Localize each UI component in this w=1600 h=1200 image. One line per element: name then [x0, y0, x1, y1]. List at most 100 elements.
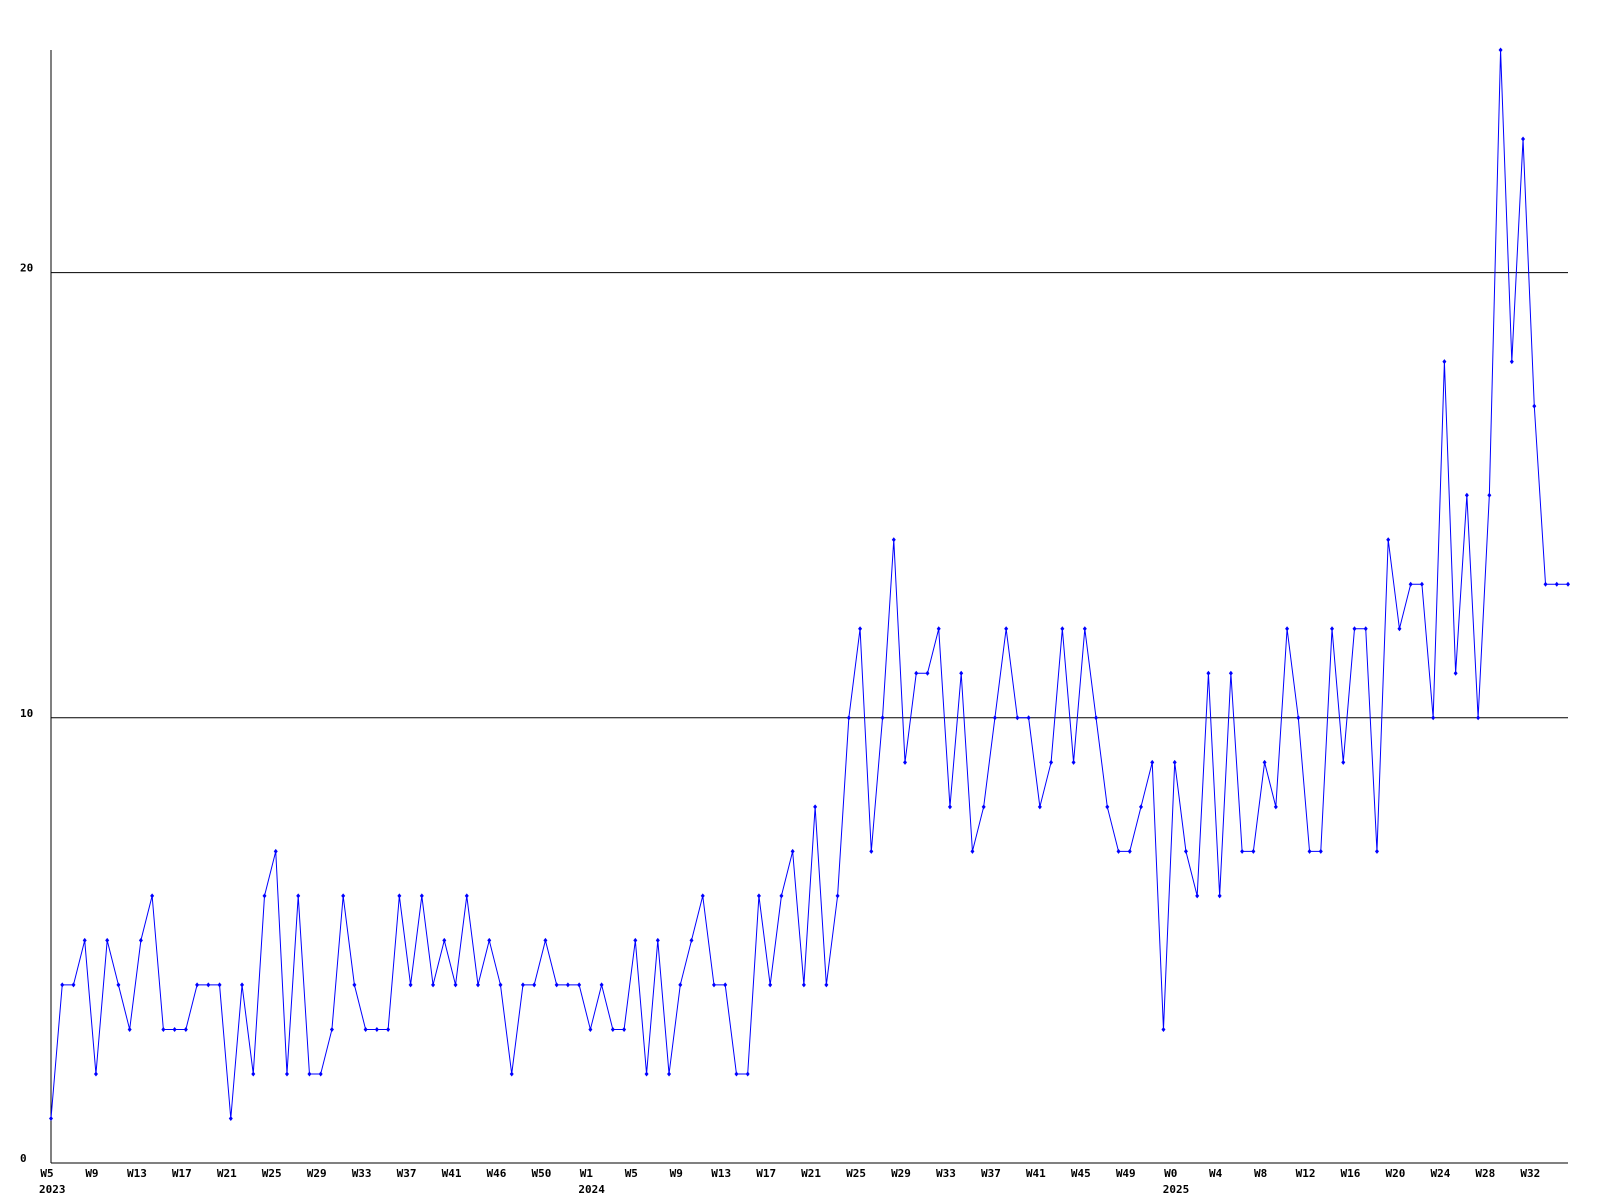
data-point — [93, 1071, 98, 1077]
data-point — [1094, 715, 1099, 721]
data-point — [386, 1026, 391, 1032]
data-point — [228, 1115, 233, 1121]
data-point — [801, 982, 806, 988]
x-tick-label: W17 — [172, 1167, 192, 1180]
data-point — [700, 893, 705, 899]
data-point — [1206, 670, 1211, 676]
data-point — [869, 848, 874, 854]
data-point — [1419, 581, 1424, 587]
data-point — [1554, 581, 1559, 587]
data-point — [161, 1026, 166, 1032]
data-point — [633, 937, 638, 943]
x-tick-label: W4 — [1209, 1167, 1223, 1180]
data-point — [790, 848, 795, 854]
data-point — [1363, 626, 1368, 632]
x-tick-label: W5 — [625, 1167, 638, 1180]
data-point — [240, 982, 245, 988]
data-point — [1476, 715, 1481, 721]
data-point — [1521, 136, 1526, 142]
x-tick-label: W9 — [85, 1167, 98, 1180]
data-point — [981, 804, 986, 810]
x-tick-label: W8 — [1254, 1167, 1267, 1180]
data-point — [318, 1071, 323, 1077]
data-point — [543, 937, 548, 943]
data-point — [1285, 626, 1290, 632]
y-tick-label: 20 — [20, 262, 33, 275]
data-point — [520, 982, 525, 988]
data-point — [1318, 848, 1323, 854]
data-point — [464, 893, 469, 899]
data-point — [408, 982, 413, 988]
data-point — [397, 893, 402, 899]
data-point — [442, 937, 447, 943]
data-point — [1498, 47, 1503, 53]
x-tick-label: W37 — [397, 1167, 417, 1180]
data-point — [678, 982, 683, 988]
data-point — [251, 1071, 256, 1077]
data-point — [644, 1071, 649, 1077]
data-point — [1453, 670, 1458, 676]
data-point — [1431, 715, 1436, 721]
y-tick-label: 10 — [20, 707, 33, 720]
x-tick-label: W12 — [1296, 1167, 1316, 1180]
x-tick-label: W20 — [1386, 1167, 1406, 1180]
data-line — [50, 49, 1568, 1119]
data-point — [947, 804, 952, 810]
data-point — [307, 1071, 312, 1077]
x-tick-label: W5 — [40, 1167, 53, 1180]
x-tick-label: W16 — [1341, 1167, 1361, 1180]
data-point — [1296, 715, 1301, 721]
data-point — [1240, 848, 1245, 854]
data-point — [768, 982, 773, 988]
data-point — [914, 670, 919, 676]
data-point — [992, 715, 997, 721]
data-point — [1273, 804, 1278, 810]
data-point — [723, 982, 728, 988]
data-point — [60, 982, 65, 988]
data-point — [610, 1026, 615, 1032]
data-point — [1116, 848, 1121, 854]
data-point — [903, 759, 908, 765]
data-point — [1150, 759, 1155, 765]
data-point — [711, 982, 716, 988]
data-point — [667, 1071, 672, 1077]
data-point — [1127, 848, 1132, 854]
x-tick-label: W32 — [1520, 1167, 1540, 1180]
data-point — [1037, 804, 1042, 810]
data-point — [1464, 492, 1469, 498]
x-group-label: 2023 — [39, 1183, 66, 1196]
data-point — [599, 982, 604, 988]
x-tick-label: W25 — [846, 1167, 866, 1180]
x-tick-label: W1 — [580, 1167, 594, 1180]
x-tick-label: W0 — [1164, 1167, 1177, 1180]
data-point — [1487, 492, 1492, 498]
x-tick-label: W13 — [711, 1167, 731, 1180]
data-point — [1330, 626, 1335, 632]
data-point — [431, 982, 436, 988]
x-tick-label: W21 — [217, 1167, 237, 1180]
data-point — [1251, 848, 1256, 854]
data-point — [655, 937, 660, 943]
data-point — [1408, 581, 1413, 587]
x-tick-label: W25 — [262, 1167, 282, 1180]
data-point — [262, 893, 267, 899]
data-point — [71, 982, 76, 988]
data-point — [1026, 715, 1031, 721]
data-point — [1183, 848, 1188, 854]
data-point — [532, 982, 537, 988]
data-point — [1015, 715, 1020, 721]
data-point — [1386, 537, 1391, 543]
data-point — [858, 626, 863, 632]
x-group-label: 2025 — [1163, 1183, 1190, 1196]
data-point — [138, 937, 143, 943]
data-point — [1228, 670, 1233, 676]
data-point — [476, 982, 481, 988]
data-point — [689, 937, 694, 943]
data-point — [363, 1026, 368, 1032]
x-tick-label: W33 — [936, 1167, 956, 1180]
x-tick-label: W9 — [670, 1167, 683, 1180]
data-point — [1138, 804, 1143, 810]
data-point — [127, 1026, 132, 1032]
data-point — [959, 670, 964, 676]
